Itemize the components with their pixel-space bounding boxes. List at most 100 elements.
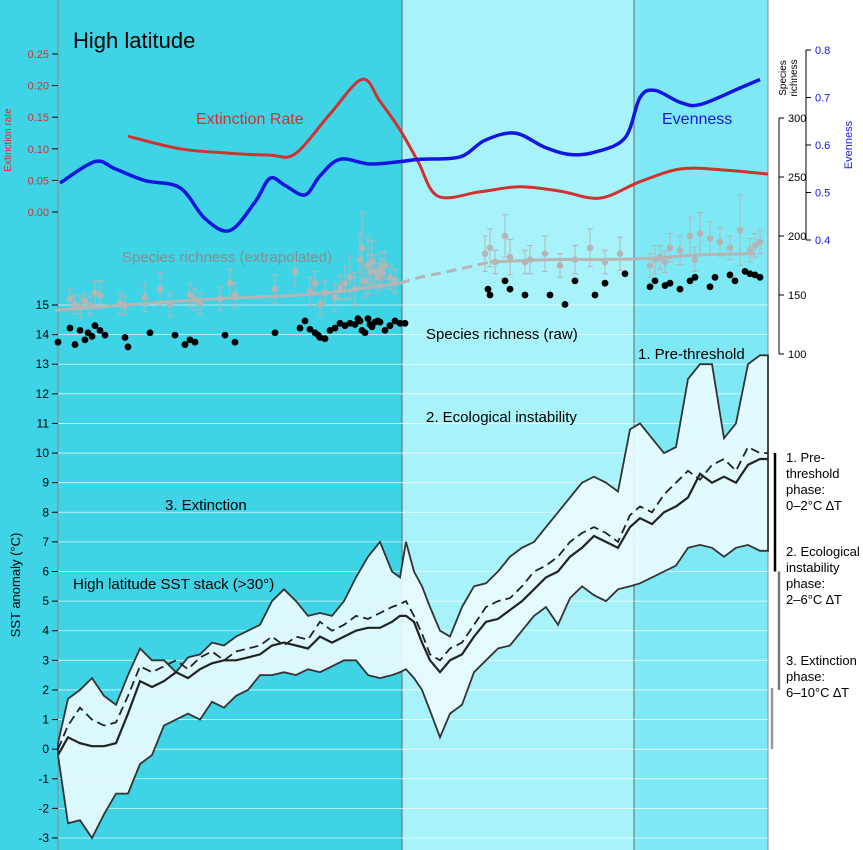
sst-axis-tick-label: -1: [38, 772, 49, 786]
evenness-axis-tick-label: 0.6: [815, 140, 830, 152]
sst-dashed-line: [57, 445, 768, 750]
raw-point: [221, 331, 229, 339]
sst-axis-label: SST anomaly (°C): [8, 533, 23, 638]
extrapolated-point: [336, 284, 344, 292]
sst-axis-tick-label: 11: [37, 416, 50, 430]
raw-point: [676, 285, 684, 293]
extinction-rate-axis-tick-label: 0.00: [28, 207, 49, 219]
raw-point: [66, 324, 74, 332]
evenness-annotation: Evenness: [662, 111, 732, 128]
raw-point: [91, 322, 99, 330]
extinction-rate-line: [127, 77, 769, 200]
raw-point: [756, 273, 764, 281]
extinction-rate-axis-label: Extinction rate: [3, 108, 14, 172]
phase-label: phase:: [786, 482, 825, 497]
sst-axis-tick-label: 15: [36, 298, 50, 312]
extrapolated-point: [226, 279, 234, 287]
extrapolated-point: [366, 268, 374, 275]
extrapolated-point: [346, 274, 354, 281]
raw-point: [691, 273, 699, 281]
extrapolated-point: [486, 244, 494, 252]
extrapolated-point: [231, 291, 239, 299]
raw-point: [486, 291, 494, 299]
sst-axis-tick-label: 4: [42, 624, 49, 638]
evenness-line: [59, 77, 761, 233]
extrapolated-point: [358, 244, 366, 252]
raw-point: [501, 277, 509, 285]
extrapolated-point: [191, 296, 199, 304]
extinction-rate-axis-tick-label: 0.10: [28, 144, 49, 156]
extinction-rate-axis: 0.00 0.05 0.10 0.15 0.20 0.25: [28, 49, 58, 219]
extrapolated-point: [616, 250, 624, 257]
extrapolated-point: [571, 256, 579, 263]
extrapolated-point: [481, 250, 489, 257]
extrapolated-point: [378, 270, 386, 278]
raw-point: [351, 321, 359, 328]
extrapolated-point: [391, 277, 399, 285]
extrapolated-point: [541, 250, 549, 257]
extrapolated-point: [321, 289, 329, 296]
raw-point: [706, 283, 714, 291]
raw-point: [88, 332, 96, 340]
raw-point: [731, 277, 739, 285]
extrapolated-point: [666, 244, 674, 252]
phase-label: 2–6°C ∆T: [786, 592, 842, 607]
raw-point: [361, 329, 369, 337]
raw-point: [54, 338, 62, 346]
extrapolated-point: [586, 244, 594, 252]
raw-point: [621, 270, 629, 278]
richness-extrapolated-annotation: Species richness (extrapolated): [122, 249, 332, 266]
extrapolated-point: [291, 268, 299, 275]
extrapolated-point: [91, 289, 99, 296]
extrapolated-point: [196, 299, 204, 307]
extrapolated-point: [691, 256, 699, 263]
extrapolated-point: [306, 288, 314, 295]
raw-point: [146, 329, 154, 337]
extrapolated-point: [651, 256, 659, 263]
raw-point: [121, 334, 129, 341]
extrapolated-point: [271, 285, 279, 293]
raw-point: [124, 343, 132, 351]
extrapolated-point: [506, 253, 514, 261]
raw-point: [306, 325, 314, 333]
raw-point: [484, 285, 492, 293]
phase-label: phase:: [786, 576, 825, 591]
extrapolated-point: [96, 291, 104, 299]
extinction-annotation: 3. Extinction: [165, 497, 247, 514]
raw-point: [191, 338, 199, 346]
raw-point: [401, 319, 409, 327]
extrapolated-point: [686, 232, 694, 240]
extrapolated-point: [166, 301, 174, 308]
sst-axis-tick-label: 9: [42, 476, 49, 490]
extrapolated-point: [216, 295, 224, 302]
extinction-rate-axis-tick-label: 0.20: [28, 81, 49, 93]
sst-axis-tick-label: 5: [42, 594, 49, 608]
sst-axis-tick-label: 0: [42, 742, 49, 756]
extrapolated-point: [526, 256, 534, 263]
sst-axis-tick-label: 12: [36, 387, 50, 401]
raw-point: [571, 277, 579, 285]
richness-extrapolated-points: [66, 226, 764, 311]
raw-point: [181, 341, 189, 348]
raw-point: [231, 338, 239, 346]
sst-axis-tick-label: 2: [42, 683, 49, 697]
raw-point: [506, 285, 514, 293]
extinction-rate-axis-tick-label: 0.15: [28, 112, 49, 124]
richness-extrapolated-trend: [54, 252, 756, 312]
extrapolated-point: [656, 253, 664, 261]
extinction-rate-axis-tick-label: 0.05: [28, 175, 49, 187]
extrapolated-point: [71, 301, 79, 308]
raw-point: [686, 277, 694, 285]
sst-stack-annotation: High latitude SST stack (>30°): [73, 576, 274, 593]
right-margin: [768, 0, 863, 850]
phase-label: phase:: [786, 669, 825, 684]
evenness-axis-tick-label: 0.5: [815, 188, 830, 200]
phase-label: 3. Extinction: [786, 653, 857, 668]
raw-point: [96, 327, 104, 334]
ecological-instability-annotation: 2. Ecological instability: [426, 409, 577, 426]
extrapolated-point: [751, 242, 759, 249]
richness-extrapolated-trend-gap: [399, 260, 491, 285]
extrapolated-point: [316, 301, 324, 308]
sst-uncertainty-band: [57, 354, 769, 840]
